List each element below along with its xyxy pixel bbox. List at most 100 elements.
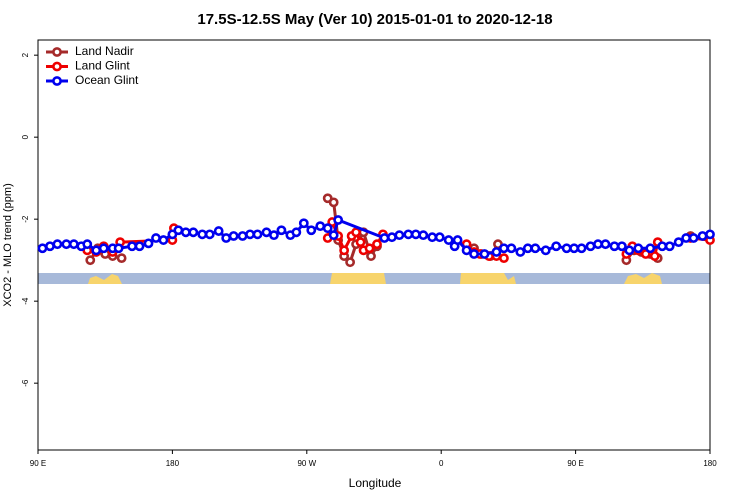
point xyxy=(116,253,127,264)
point xyxy=(322,223,333,234)
point xyxy=(315,221,326,232)
point xyxy=(113,243,124,254)
point xyxy=(127,241,137,252)
point xyxy=(688,233,699,243)
point xyxy=(85,255,96,266)
point xyxy=(657,241,668,252)
point xyxy=(576,243,587,254)
point xyxy=(173,225,184,236)
point xyxy=(328,230,339,241)
x-tick-label: 90 W xyxy=(297,459,316,468)
point xyxy=(339,245,350,256)
point xyxy=(37,243,48,254)
point xyxy=(645,243,656,254)
point xyxy=(291,227,302,238)
point xyxy=(461,245,472,256)
point xyxy=(410,229,421,240)
point xyxy=(82,239,93,250)
y-tick-label: 0 xyxy=(21,134,30,139)
point xyxy=(269,230,279,241)
point xyxy=(522,243,533,254)
point xyxy=(434,232,445,243)
y-tick-label: -6 xyxy=(21,379,30,387)
y-tick-label: -2 xyxy=(21,215,30,223)
y-axis-label: XCO2 - MLO trend (ppm) xyxy=(2,183,14,306)
point xyxy=(351,227,361,238)
point xyxy=(593,239,603,250)
chart-title: 17.5S-12.5S May (Ver 10) 2015-01-01 to 2… xyxy=(197,11,552,28)
point xyxy=(228,231,239,241)
x-axis-label: Longitude xyxy=(349,476,402,490)
point xyxy=(403,229,414,240)
point xyxy=(52,239,63,250)
point xyxy=(98,243,109,254)
x-tick-label: 90 E xyxy=(30,459,46,468)
point xyxy=(61,239,72,250)
land-mask xyxy=(38,273,710,284)
point xyxy=(705,229,715,240)
point xyxy=(394,230,405,241)
point xyxy=(355,237,366,248)
point xyxy=(585,241,596,252)
point xyxy=(68,239,79,250)
point xyxy=(633,243,644,254)
point xyxy=(91,245,102,256)
point xyxy=(506,243,517,254)
point xyxy=(245,229,255,240)
legend-marker xyxy=(52,61,62,72)
point xyxy=(204,229,215,240)
point xyxy=(551,241,562,252)
legend-marker xyxy=(52,76,62,86)
point xyxy=(197,229,208,240)
point xyxy=(499,243,509,254)
point xyxy=(515,247,526,257)
point xyxy=(180,227,191,238)
point xyxy=(328,197,339,208)
point xyxy=(298,218,309,229)
legend-marker xyxy=(52,47,62,57)
x-tick-label: 180 xyxy=(703,459,717,468)
point xyxy=(499,253,509,264)
point xyxy=(379,233,390,243)
point xyxy=(364,243,375,254)
x-tick-label: 90 E xyxy=(567,459,583,468)
point xyxy=(664,241,675,252)
x-tick-label: 0 xyxy=(439,459,444,468)
point xyxy=(276,225,287,236)
point xyxy=(134,241,145,252)
point xyxy=(697,231,708,241)
point xyxy=(479,249,490,259)
point xyxy=(649,251,660,261)
point xyxy=(427,232,438,243)
point xyxy=(237,231,248,241)
point xyxy=(158,235,169,245)
point xyxy=(452,235,463,245)
plot-frame xyxy=(37,39,711,451)
legend-label: Land Nadir xyxy=(75,44,134,58)
point xyxy=(387,232,397,243)
x-tick-label: 180 xyxy=(166,459,180,468)
point xyxy=(333,215,344,225)
point xyxy=(569,243,580,254)
point xyxy=(681,233,692,243)
point xyxy=(616,241,627,252)
point xyxy=(624,245,635,256)
point xyxy=(673,237,684,248)
point xyxy=(213,226,224,236)
point xyxy=(530,243,541,254)
point xyxy=(540,245,551,256)
point xyxy=(609,241,620,252)
y-tick-label: -4 xyxy=(21,297,30,305)
legend-label: Land Glint xyxy=(75,59,130,73)
point xyxy=(366,251,376,261)
point xyxy=(345,257,356,268)
point xyxy=(188,227,199,238)
legend-label: Ocean Glint xyxy=(75,73,139,87)
point xyxy=(469,249,479,259)
point xyxy=(491,247,502,257)
point xyxy=(306,225,317,236)
point xyxy=(151,233,161,243)
point xyxy=(600,239,611,250)
point xyxy=(561,243,572,254)
